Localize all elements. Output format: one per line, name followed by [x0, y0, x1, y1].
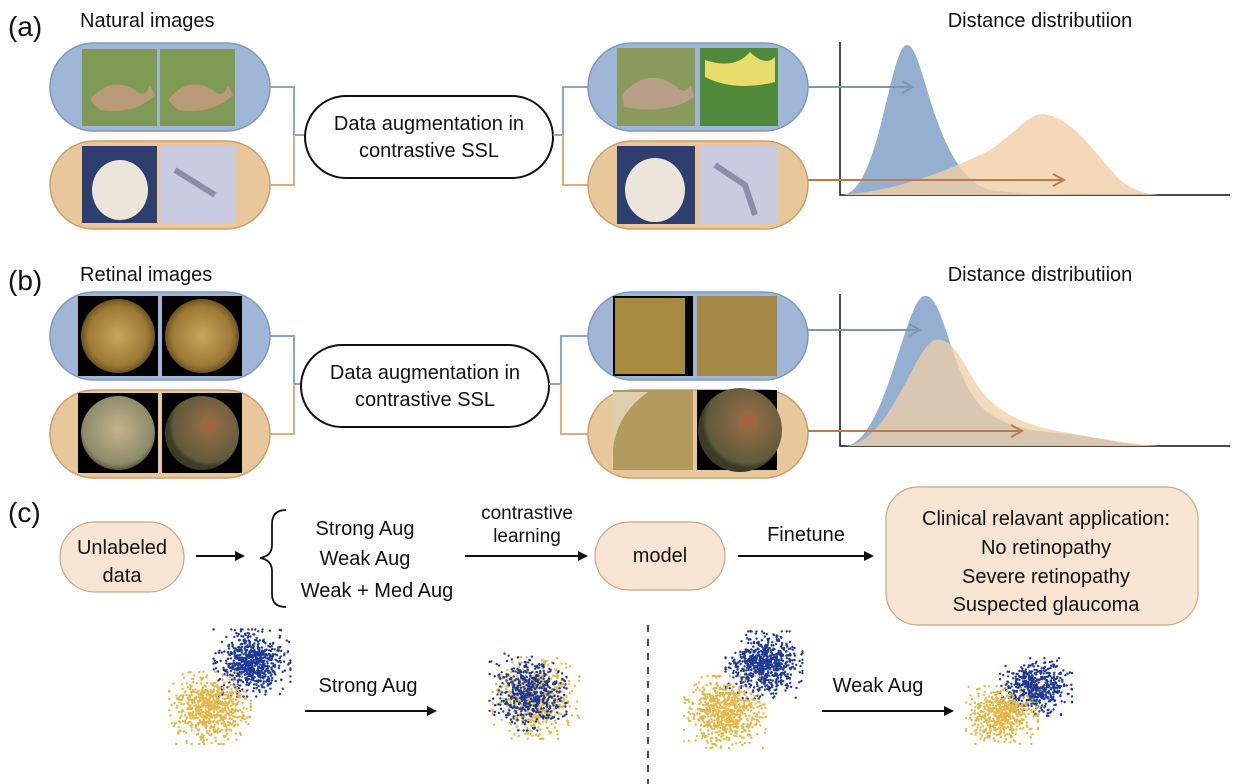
augmentation-box-a: [304, 95, 554, 179]
aug-option-weak-med: Weak + Med Aug: [301, 580, 454, 602]
cluster-left-yellow: [168, 670, 252, 746]
unlabeled-data-box: [59, 521, 185, 593]
connector-out-orange-a: [562, 135, 588, 186]
cluster-left-after-blue: [488, 652, 568, 732]
connector-blue-b: [270, 335, 305, 385]
augmentation-text-a-line1: Data augmentation in: [334, 113, 524, 135]
aug-dumbbell-image: [700, 146, 778, 224]
retina-disc-2: [165, 299, 239, 373]
panel-b: (b) Retinal images Data augmentation in …: [8, 264, 1230, 479]
panel-c-letter: (c): [8, 497, 41, 528]
application-severe-retinopathy: Severe retinopathy: [962, 566, 1130, 588]
aug-retina-glare: [612, 392, 648, 470]
contrastive-label-line1: contrastive: [481, 503, 573, 524]
unlabeled-data-line2: data: [103, 565, 143, 587]
panel-a: (a) Natural images Data augmentation in …: [8, 10, 1230, 230]
connector-out-orange-b: [560, 384, 588, 435]
augmentation-box-b: [300, 344, 550, 428]
connector-out-blue-a: [553, 86, 588, 136]
panel-a-title: Natural images: [80, 10, 215, 32]
aug-option-strong: Strong Aug: [316, 518, 415, 540]
application-heading: Clinical relavant application:: [922, 508, 1170, 530]
retina-disc-1: [81, 299, 155, 373]
distance-distribution-title-b: Distance distributiion: [948, 264, 1133, 286]
finetune-label: Finetune: [767, 524, 845, 546]
panel-b-title: Retinal images: [80, 264, 212, 286]
cluster-left-blue: [212, 628, 292, 698]
distribution-curve-orange-a: [842, 114, 1162, 195]
dumbbell-shape: [173, 167, 217, 198]
aug-yellow-shape: [705, 52, 775, 86]
augmentation-text-a-line2: contrastive SSL: [359, 140, 499, 162]
augmentation-text-b-line1: Data augmentation in: [330, 362, 520, 384]
retina-disc-4: [165, 396, 239, 470]
model-label: model: [633, 545, 687, 567]
application-suspected-glaucoma: Suspected glaucoma: [953, 594, 1141, 616]
connector-orange-b: [270, 384, 295, 435]
cluster-right-yellow: [683, 674, 767, 750]
model-box: [594, 521, 726, 591]
aug-yellow-image: [700, 48, 778, 126]
connector-blue-a: [270, 86, 305, 136]
distance-distribution-title-a: Distance distributiion: [948, 10, 1133, 32]
cluster-points: [168, 628, 1074, 750]
cluster-right-after-yellow: [964, 685, 1040, 745]
aug-retina-disc-4: [698, 388, 782, 472]
panel-b-letter: (b): [8, 265, 42, 296]
aug-retina-image-2: [697, 296, 777, 376]
retina-disc-3: [81, 396, 155, 470]
aug-options-brace: [259, 509, 287, 608]
application-no-retinopathy: No retinopathy: [981, 537, 1111, 559]
connector-out-blue-b: [549, 335, 588, 385]
aug-option-weak: Weak Aug: [320, 548, 411, 570]
dog-shape-2: [168, 84, 233, 111]
aug-dumbbell-shape: [713, 162, 758, 216]
augmentation-text-b-line2: contrastive SSL: [355, 389, 495, 411]
contrastive-label-line2: learning: [493, 526, 561, 547]
cluster-row: Strong Aug Weak Aug: [168, 625, 1074, 784]
panel-a-letter: (a): [8, 11, 42, 42]
connector-orange-a: [270, 135, 295, 186]
cluster-right-blue: [724, 630, 804, 700]
unlabeled-data-line1: Unlabeled: [77, 537, 167, 559]
clinical-application-box: [885, 486, 1199, 626]
panel-c: (c) Unlabeled data Strong Aug Weak Aug W…: [8, 486, 1199, 626]
dog-shape-1: [90, 84, 155, 111]
strong-aug-label: Strong Aug: [319, 675, 418, 697]
aug-dog-shape: [622, 77, 694, 110]
poodle-shape: [92, 160, 148, 220]
weak-aug-label: Weak Aug: [833, 675, 924, 697]
distribution-curve-orange-b: [845, 339, 1160, 446]
aug-poodle-shape: [625, 158, 685, 222]
aug-retina-crop-1: [615, 298, 685, 374]
